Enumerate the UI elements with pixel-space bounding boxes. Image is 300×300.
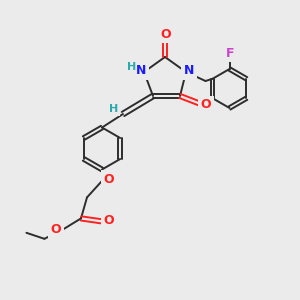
Text: N: N [184, 64, 194, 77]
Text: O: O [103, 214, 114, 227]
Text: O: O [50, 223, 61, 236]
Text: H: H [109, 103, 118, 114]
Text: O: O [201, 98, 212, 112]
Text: N: N [136, 64, 146, 77]
Text: H: H [127, 61, 136, 72]
Text: O: O [103, 173, 114, 186]
Text: O: O [160, 28, 171, 41]
Text: F: F [226, 47, 234, 60]
